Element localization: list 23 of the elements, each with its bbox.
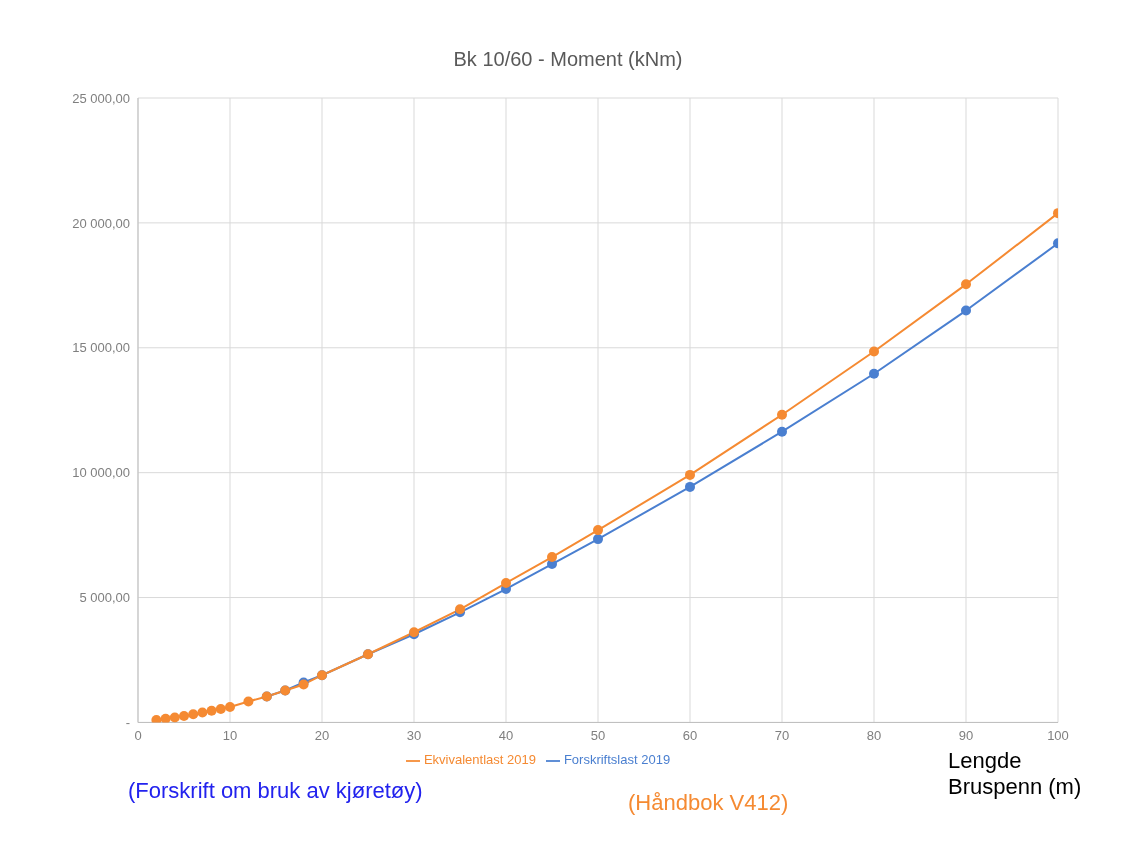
x-tick-label: 0 [134, 727, 142, 743]
x-tick-label: 30 [406, 727, 422, 743]
x-tick-label: 20 [314, 727, 330, 743]
x-tick-label: 40 [498, 727, 514, 743]
y-tick-label: 25 000,00 [72, 90, 130, 106]
legend-label: Forskriftslast 2019 [563, 752, 671, 768]
x-axis-title: Lengde Bruspenn (m) [948, 748, 1083, 800]
x-tick-label: 70 [774, 727, 790, 743]
x-tick-label: 60 [682, 727, 698, 743]
x-tick-label: 50 [590, 727, 606, 743]
y-tick-label: 15 000,00 [72, 340, 130, 356]
y-tick-label: 5 000,00 [79, 590, 130, 606]
y-tick-label: 20 000,00 [72, 215, 130, 231]
x-tick-label: 100 [1047, 727, 1069, 743]
text: (Forskrift om bruk av kjøretøy) [128, 778, 423, 804]
x-tick-label: 80 [866, 727, 882, 743]
y-tick-label: 10 000,00 [72, 465, 130, 481]
x-tick-label: 10 [222, 727, 238, 743]
legend-label: Ekvivalentlast 2019 [423, 752, 536, 768]
chart-title: Bk 10/60 - Moment (kNm) [452, 47, 684, 72]
text: (Håndbok V412) [628, 790, 789, 816]
y-tick-label: - [125, 715, 130, 731]
x-tick-label: 90 [958, 727, 974, 743]
